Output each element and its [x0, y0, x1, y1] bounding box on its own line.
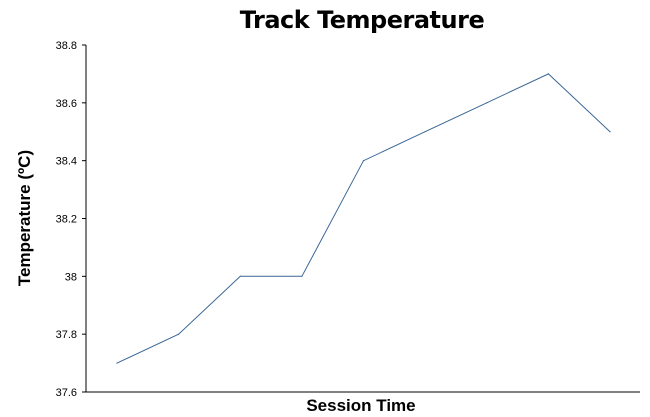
y-ticks: 37.6 37.8 38 38.2 38.4 38.6 38.8	[56, 40, 86, 399]
data-point	[609, 131, 611, 133]
y-tick-label: 37.8	[56, 329, 77, 341]
y-tick-label: 38.2	[56, 214, 77, 226]
plot-area: 37.6 37.8 38 38.2 38.4 38.6 38.8	[56, 40, 640, 399]
y-tick-label: 38.8	[56, 40, 77, 52]
chart-title: Track Temperature	[240, 6, 485, 34]
series-line	[116, 73, 611, 364]
data-point	[116, 362, 118, 364]
y-tick-label: 38.6	[56, 98, 77, 110]
data-point	[178, 333, 180, 335]
y-axis-label: Temperature (ºC)	[15, 150, 34, 286]
y-tick-label: 37.6	[56, 387, 77, 399]
data-point	[424, 131, 426, 133]
y-tick-label: 38	[65, 271, 77, 283]
x-axis-label: Session Time	[306, 396, 415, 415]
data-point	[301, 275, 303, 277]
series-layer	[116, 73, 611, 364]
y-tick-label: 38.4	[56, 156, 77, 168]
data-point	[486, 102, 488, 104]
data-point	[239, 275, 241, 277]
data-point	[547, 73, 550, 75]
data-point	[362, 160, 365, 162]
